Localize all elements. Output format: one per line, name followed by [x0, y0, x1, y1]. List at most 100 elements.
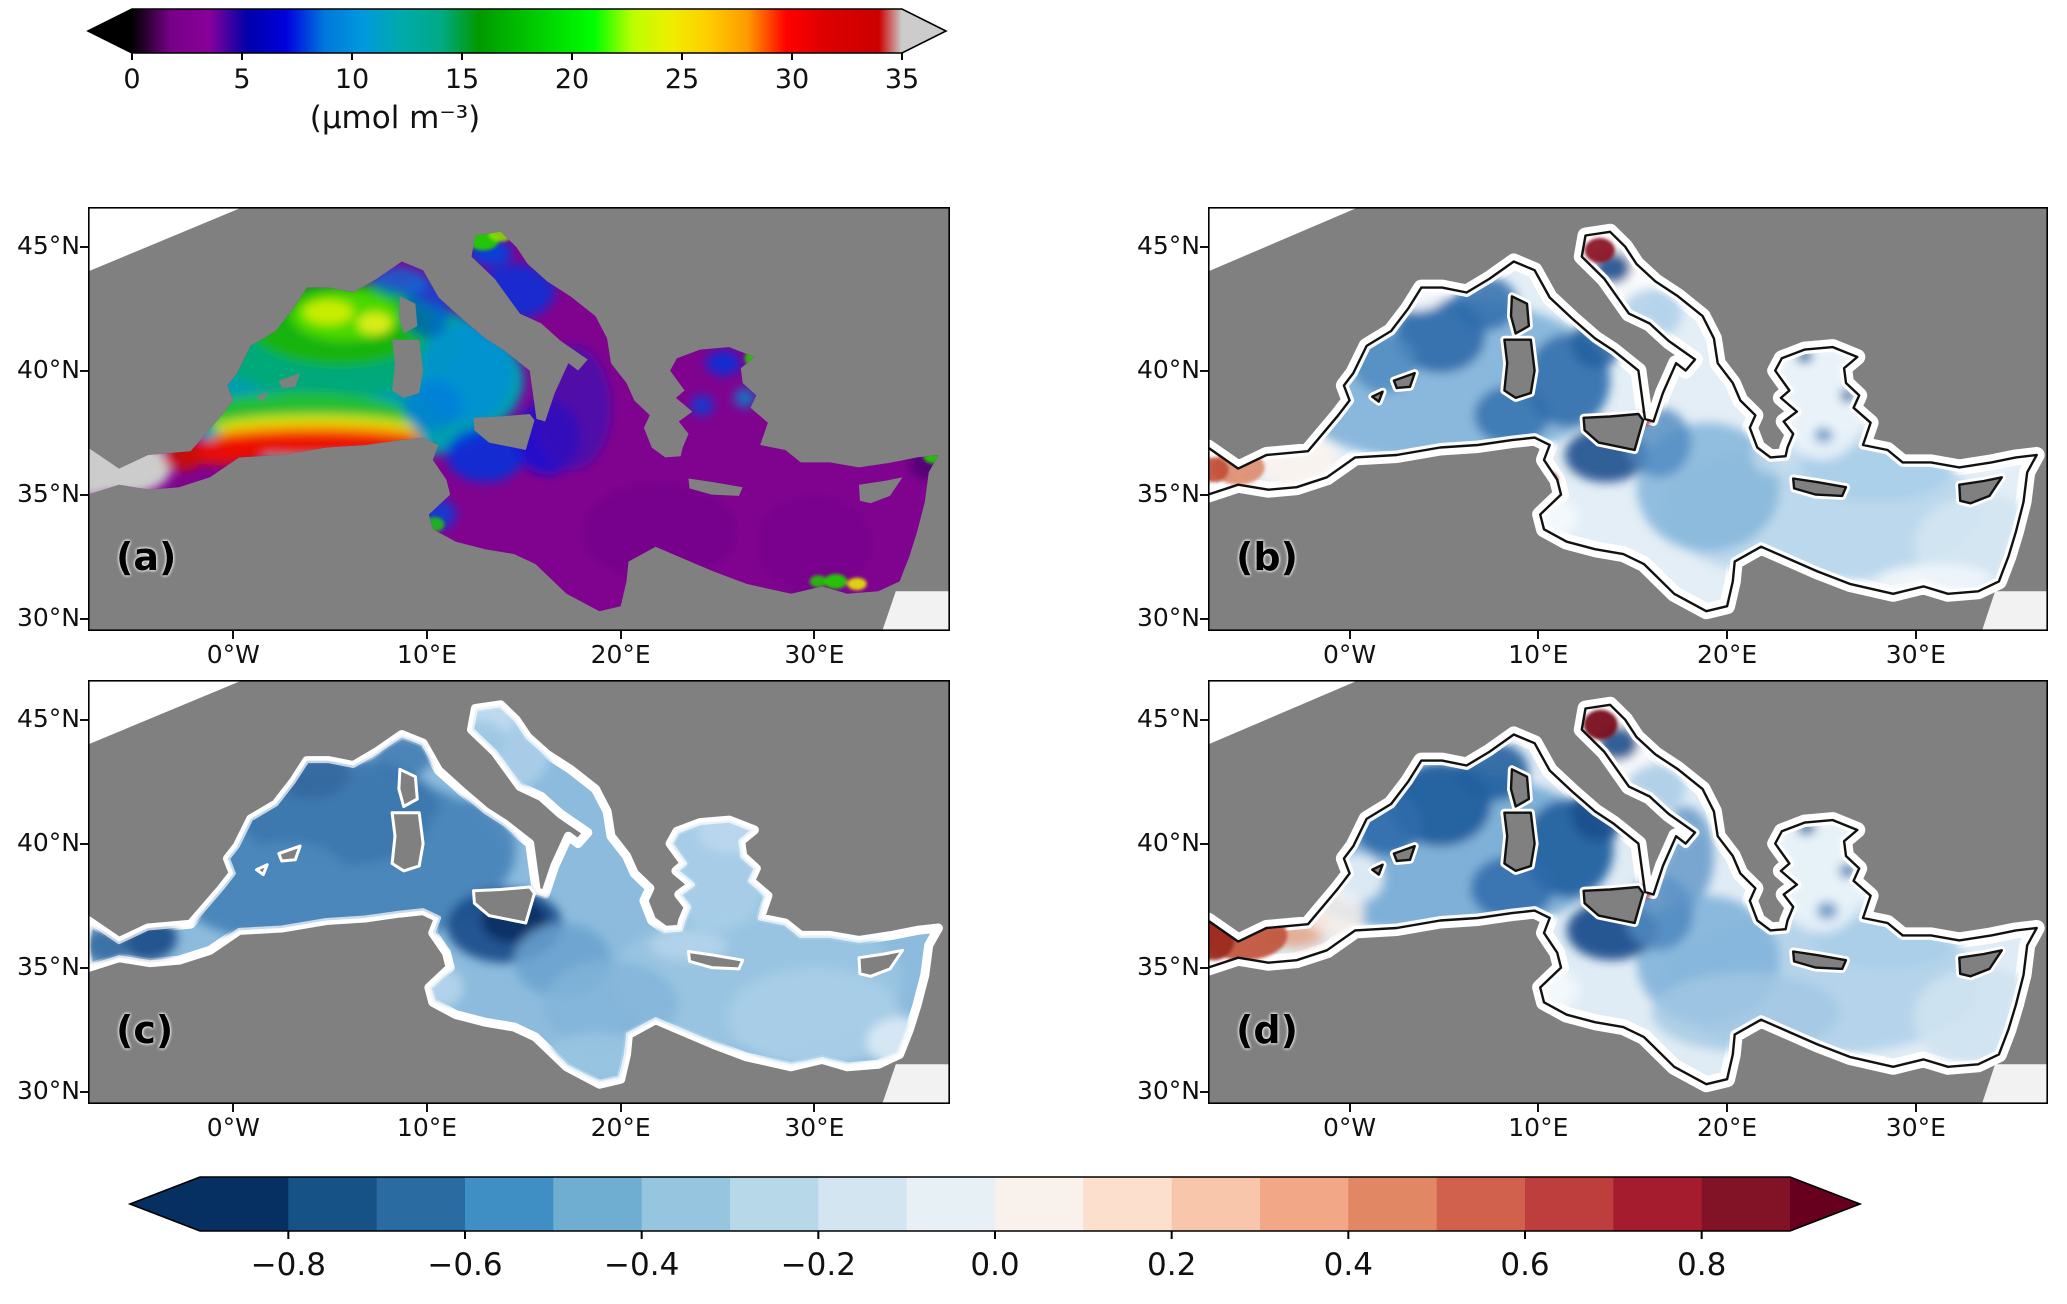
y-tick-mark: [1200, 966, 1208, 969]
colorbar-tick-label: 5: [233, 64, 250, 95]
x-tick-mark: [1914, 631, 1917, 639]
colorbar-tick-label: 0: [123, 64, 140, 95]
x-tick-mark: [425, 1104, 428, 1112]
colorbar-bottom: −0.8 −0.6 −0.4 −0.2 0.0 0.2 0.4 0.6 0.8: [0, 1165, 2067, 1300]
map-panel-d: 45°N 40°N 35°N 30°N 0°W 10°E 20°E 30°E (d): [1137, 680, 2048, 1142]
y-tick-mark: [1200, 369, 1208, 372]
panel-frame: [1208, 680, 2048, 1104]
island: [1958, 949, 2003, 978]
colorbar-segment: [376, 1177, 466, 1231]
field-patch: [706, 350, 741, 376]
field-patch: [489, 231, 513, 242]
x-tick-label: 0°W: [206, 1113, 260, 1142]
y-tick-mark: [80, 493, 88, 496]
no-data-corner: [88, 680, 243, 745]
panel-letter-d: (d): [1236, 1008, 1298, 1052]
colorbar-top-gradient: [132, 9, 902, 53]
x-tick-mark: [1537, 631, 1540, 639]
y-tick-label: 40°N: [1136, 354, 1200, 384]
colorbar-tick-label: 20: [555, 64, 589, 95]
colorbar-tick-label: −0.8: [251, 1247, 326, 1283]
island: [1582, 412, 1645, 452]
y-tick-label: 45°N: [16, 230, 80, 260]
field-patch: [581, 482, 737, 582]
field-patch: [756, 494, 873, 594]
colorbar-segment: [1260, 1177, 1349, 1231]
y-tick-label: 45°N: [16, 703, 80, 733]
y-tick-mark: [1200, 842, 1208, 845]
colorbar-segment: [641, 1177, 731, 1231]
colorbar-segment: [1348, 1177, 1438, 1231]
no-data-corner-se: [1981, 591, 2048, 631]
island: [687, 950, 745, 971]
colorbar-tick-label: 0.2: [1147, 1247, 1196, 1283]
map-panel-b: 45°N 40°N 35°N 30°N 0°W 10°E 20°E 30°E (b): [1137, 207, 2048, 669]
x-tick-label: 10°E: [1508, 1113, 1569, 1142]
colorbar-tick-label: 0.6: [1500, 1247, 1549, 1283]
x-tick-mark: [619, 1104, 622, 1112]
x-tick-label: 0°W: [206, 640, 260, 669]
field-patch: [374, 737, 433, 777]
y-tick-mark: [1200, 493, 1208, 496]
field-patch: [727, 967, 902, 1067]
field-patch: [649, 930, 728, 961]
colorbar-segment: [1525, 1177, 1614, 1231]
y-tick-label: 30°N: [16, 602, 80, 632]
x-tick-mark: [232, 1104, 235, 1112]
field-patch: [690, 395, 714, 416]
x-tick-label: 10°E: [396, 1113, 458, 1142]
x-tick-label: 20°E: [590, 1113, 651, 1142]
y-tick-label: 40°N: [1136, 827, 1200, 857]
no-data-corner: [1208, 680, 1359, 745]
colorbar-bottom-canvas: −0.8 −0.6 −0.4 −0.2 0.0 0.2 0.4 0.6 0.8: [127, 1176, 1863, 1283]
y-tick-mark: [1200, 245, 1208, 248]
y-tick-label: 35°N: [16, 951, 80, 981]
colorbar-top-canvas: 0 5 10 15 20 25 30 35: [86, 8, 948, 95]
colorbar-segment: [818, 1177, 908, 1231]
island: [256, 391, 268, 402]
x-tick-mark: [425, 631, 428, 639]
panel-letter-a: (a): [116, 535, 177, 579]
colorbar-tick-label: 25: [665, 64, 699, 95]
field-patch: [303, 300, 354, 325]
y-tick-mark: [80, 369, 88, 372]
field-patch: [357, 312, 393, 335]
colorbar-segment: [288, 1177, 378, 1231]
x-tick-mark: [1726, 631, 1729, 639]
map-canvas-c: [88, 680, 950, 1104]
colorbar-tick-label: 0.4: [1324, 1247, 1373, 1283]
y-tick-label: 30°N: [1136, 602, 1200, 632]
y-tick-mark: [80, 1090, 88, 1093]
field-patch: [1816, 901, 1838, 920]
y-tick-label: 30°N: [1136, 1075, 1200, 1105]
coastal-fringe: [88, 702, 941, 1087]
y-tick-mark: [80, 245, 88, 248]
island: [688, 478, 743, 496]
island: [398, 296, 418, 334]
island: [392, 339, 424, 398]
colorbar-outline: [127, 1176, 1863, 1232]
y-tick-label: 45°N: [1136, 703, 1200, 733]
colorbar-tick-label: 15: [445, 64, 479, 95]
field-patch: [824, 574, 848, 589]
field-patch: [372, 266, 427, 297]
y-tick-mark: [80, 842, 88, 845]
field-patch: [1814, 427, 1833, 443]
field-patch: [809, 575, 827, 588]
colorbar-segment: [1171, 1177, 1261, 1231]
colorbar-tick-label: 10: [335, 64, 369, 95]
island: [390, 811, 425, 873]
island: [859, 477, 903, 504]
x-tick-label: 20°E: [1697, 1113, 1758, 1142]
y-tick-label: 45°N: [1136, 230, 1200, 260]
field-patch: [423, 799, 517, 899]
colorbar-over-arrow: [1790, 1177, 1860, 1231]
panel-letter-c: (c): [116, 1008, 174, 1052]
y-tick-mark: [80, 617, 88, 620]
x-tick-label: 30°E: [1885, 640, 1946, 669]
map-canvas-a: [88, 207, 950, 631]
island: [1792, 477, 1848, 498]
colorbar-tick-label: 0.0: [970, 1247, 1019, 1283]
